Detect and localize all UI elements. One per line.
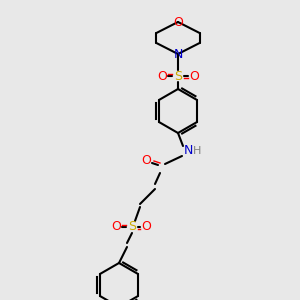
Text: N: N [183,145,193,158]
Text: O: O [189,70,199,83]
Text: O: O [173,16,183,28]
Text: S: S [128,220,136,233]
Text: O: O [157,70,167,83]
Text: H: H [193,146,201,156]
Text: O: O [141,154,151,167]
Text: O: O [141,220,151,233]
Text: O: O [111,220,121,233]
Text: N: N [173,47,183,61]
Text: S: S [174,70,182,83]
